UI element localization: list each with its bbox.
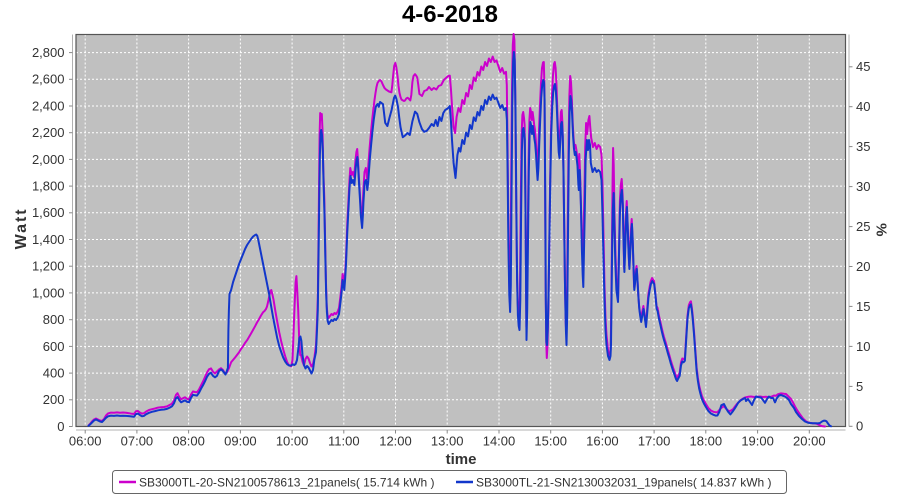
svg-text:2,000: 2,000 [32,152,65,167]
svg-text:16:00: 16:00 [586,434,619,449]
svg-text:SB3000TL-21-SN2130032031_19pan: SB3000TL-21-SN2130032031_19panels( 14.83… [476,476,772,490]
svg-text:15: 15 [856,299,870,314]
svg-text:1,000: 1,000 [32,285,65,300]
svg-text:14:00: 14:00 [483,434,516,449]
svg-text:0: 0 [57,419,64,434]
svg-text:35: 35 [856,139,870,154]
svg-text:2,800: 2,800 [32,45,65,60]
svg-text:5: 5 [856,379,863,394]
svg-text:1,400: 1,400 [32,232,65,247]
svg-text:Watt: Watt [13,207,30,249]
svg-text:800: 800 [43,312,65,327]
svg-text:2,600: 2,600 [32,72,65,87]
svg-text:2,200: 2,200 [32,125,65,140]
svg-text:400: 400 [43,366,65,381]
svg-text:1,600: 1,600 [32,205,65,220]
svg-text:09:00: 09:00 [224,434,257,449]
svg-text:SB3000TL-20-SN2100578613_21pan: SB3000TL-20-SN2100578613_21panels( 15.71… [139,476,435,490]
svg-text:1,200: 1,200 [32,259,65,274]
svg-text:18:00: 18:00 [690,434,723,449]
svg-text:06:00: 06:00 [69,434,102,449]
svg-text:10:00: 10:00 [276,434,309,449]
svg-text:10: 10 [856,339,870,354]
svg-text:12:00: 12:00 [379,434,412,449]
svg-text:20: 20 [856,259,870,274]
svg-text:13:00: 13:00 [431,434,464,449]
svg-text:30: 30 [856,179,870,194]
svg-text:40: 40 [856,99,870,114]
svg-text:200: 200 [43,392,65,407]
svg-text:11:00: 11:00 [328,434,360,449]
svg-text:07:00: 07:00 [121,434,154,449]
svg-text:600: 600 [43,339,65,354]
svg-text:17:00: 17:00 [638,434,671,449]
svg-text:4-6-2018: 4-6-2018 [402,1,498,28]
svg-text:45: 45 [856,59,870,74]
svg-text:25: 25 [856,219,870,234]
svg-text:time: time [446,451,477,468]
svg-text:08:00: 08:00 [172,434,205,449]
svg-text:15:00: 15:00 [534,434,567,449]
svg-text:20:00: 20:00 [793,434,826,449]
svg-text:%: % [873,223,890,236]
svg-text:19:00: 19:00 [741,434,774,449]
svg-text:1,800: 1,800 [32,179,65,194]
svg-text:2,400: 2,400 [32,98,65,113]
svg-text:0: 0 [856,419,863,434]
